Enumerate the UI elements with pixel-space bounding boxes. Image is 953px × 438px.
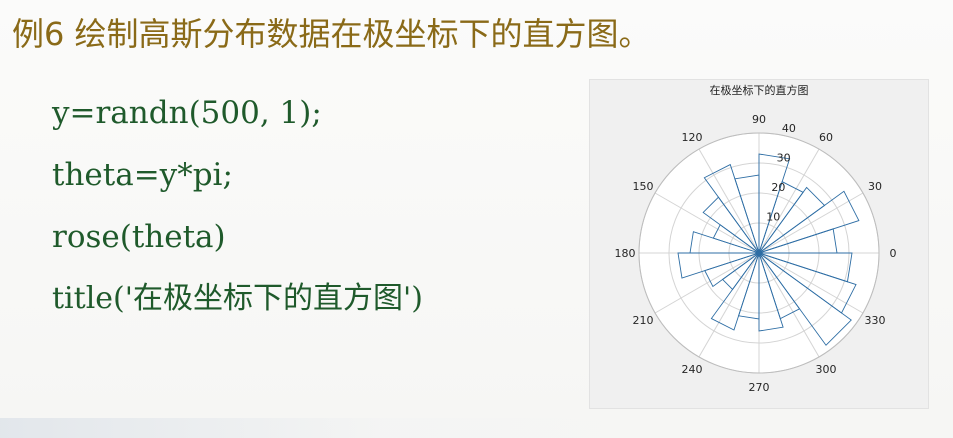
angle-tick-label: 210 <box>633 314 654 327</box>
rose-chart: 在极坐标下的直方图 10 20 30 40 0 30 60 90 120 150 180 210 240 2… <box>615 83 897 394</box>
angle-tick-label: 60 <box>819 131 833 144</box>
angle-spoke <box>698 252 760 358</box>
radius-tick-label: 30 <box>777 151 791 164</box>
code-line-randn: y=randn(500, 1); <box>52 95 322 131</box>
code-block: y=randn(500, 1); theta=y*pi; rose(theta)… <box>52 82 572 330</box>
radius-tick-label: 40 <box>782 122 796 135</box>
angle-spoke <box>758 252 864 314</box>
angle-spoke <box>698 148 760 254</box>
angle-tick-label: 120 <box>682 131 703 144</box>
chart-title: 在极坐标下的直方图 <box>710 83 809 97</box>
angle-spoke <box>654 192 760 254</box>
slide-title: 例6 绘制高斯分布数据在极坐标下的直方图。 <box>12 15 651 53</box>
decorative-footer-band <box>0 418 953 438</box>
figure-window: 在极坐标下的直方图 10 20 30 40 0 30 60 90 120 150 180 210 240 2… <box>589 79 929 409</box>
angle-tick-label: 30 <box>868 180 882 193</box>
angle-tick-label: 150 <box>633 180 654 193</box>
polar-outer-frame <box>638 132 880 374</box>
angle-spoke <box>758 252 820 358</box>
angle-tick-label: 240 <box>682 363 703 376</box>
code-line-theta: theta=y*pi; <box>52 157 233 193</box>
angle-tick-label: 270 <box>749 381 770 394</box>
radius-tick-label: 20 <box>771 181 785 194</box>
angle-tick-label: 90 <box>752 113 766 126</box>
angle-tick-label: 180 <box>615 247 636 260</box>
rose-petal <box>758 252 853 283</box>
angle-tick-label: 0 <box>890 247 897 260</box>
radius-tick-label: 10 <box>766 210 780 223</box>
angle-spoke <box>758 192 864 254</box>
angle-tick-label: 300 <box>816 363 837 376</box>
code-line-rose: rose(theta) <box>52 219 226 255</box>
rose-center <box>756 250 762 256</box>
angle-spoke <box>758 148 820 254</box>
angle-tick-label: 330 <box>865 314 886 327</box>
angle-spoke <box>654 252 760 314</box>
code-line-title: title('在极坐标下的直方图') <box>52 281 423 316</box>
